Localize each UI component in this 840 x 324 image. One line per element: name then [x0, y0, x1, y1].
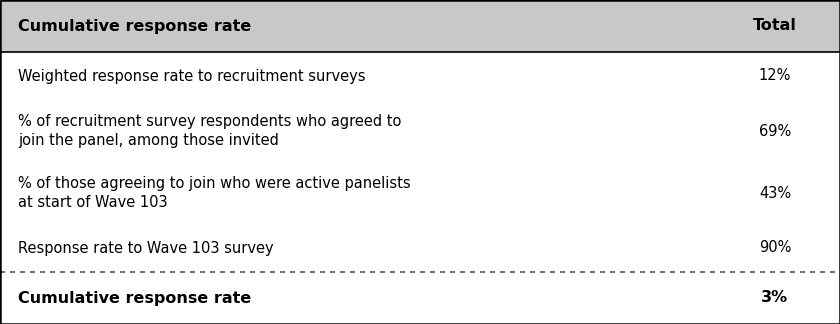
- Text: Cumulative response rate: Cumulative response rate: [18, 18, 252, 33]
- Text: Total: Total: [753, 18, 797, 33]
- Text: % of those agreeing to join who were active panelists
at start of Wave 103: % of those agreeing to join who were act…: [18, 176, 411, 210]
- Text: 90%: 90%: [759, 240, 791, 256]
- Text: Response rate to Wave 103 survey: Response rate to Wave 103 survey: [18, 240, 274, 256]
- Text: 69%: 69%: [759, 123, 791, 138]
- Text: 43%: 43%: [759, 186, 791, 201]
- Text: 12%: 12%: [759, 68, 791, 84]
- Text: Weighted response rate to recruitment surveys: Weighted response rate to recruitment su…: [18, 68, 366, 84]
- Text: % of recruitment survey respondents who agreed to
join the panel, among those in: % of recruitment survey respondents who …: [18, 114, 402, 148]
- Text: 3%: 3%: [761, 291, 789, 306]
- Text: Cumulative response rate: Cumulative response rate: [18, 291, 252, 306]
- Bar: [0, 0, 840, 52]
